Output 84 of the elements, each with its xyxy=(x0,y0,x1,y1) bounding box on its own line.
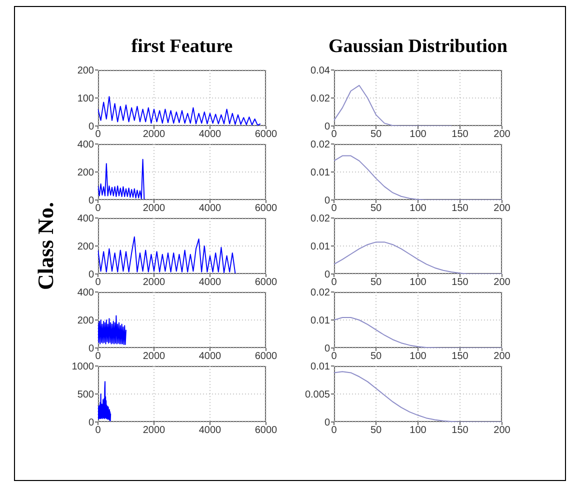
x-tick-label: 0 xyxy=(95,203,102,214)
y-tick-label: 0 xyxy=(88,196,94,207)
x-tick-label: 150 xyxy=(452,351,469,362)
y-tick-label: 0 xyxy=(324,122,330,133)
y-tick-label: 200 xyxy=(77,66,94,77)
y-tick-label: 200 xyxy=(77,316,94,327)
y-tick-label: 0 xyxy=(324,344,330,355)
x-tick-label: 200 xyxy=(494,203,511,214)
y-tick-label: 0.01 xyxy=(310,316,330,327)
x-tick-label: 200 xyxy=(494,277,511,288)
y-axis-title: Class No. xyxy=(33,202,59,290)
x-tick-label: 150 xyxy=(452,203,469,214)
x-tick-label: 0 xyxy=(331,351,338,362)
x-tick-label: 2000 xyxy=(142,351,166,362)
x-tick-label: 200 xyxy=(494,351,511,362)
x-tick-label: 2000 xyxy=(142,277,166,288)
y-tick-label: 0 xyxy=(88,344,94,355)
x-tick-label: 50 xyxy=(370,277,382,288)
line-series xyxy=(334,84,452,126)
x-tick-label: 0 xyxy=(95,351,102,362)
x-tick-label: 4000 xyxy=(198,425,222,436)
x-tick-label: 4000 xyxy=(198,129,222,140)
y-tick-label: 0.01 xyxy=(310,362,330,373)
line-series xyxy=(98,96,261,126)
x-tick-label: 0 xyxy=(331,203,338,214)
y-tick-label: 0.01 xyxy=(310,168,330,179)
y-tick-label: 0.005 xyxy=(304,390,330,401)
x-tick-label: 0 xyxy=(331,277,338,288)
x-tick-label: 100 xyxy=(410,277,427,288)
x-tick-label: 0 xyxy=(95,129,102,140)
y-tick-label: 0 xyxy=(88,122,94,133)
y-tick-label: 0 xyxy=(324,196,330,207)
y-tick-label: 400 xyxy=(77,288,94,299)
y-tick-label: 500 xyxy=(77,390,94,401)
x-tick-label: 4000 xyxy=(198,277,222,288)
y-tick-label: 0.01 xyxy=(310,242,330,253)
x-tick-label: 200 xyxy=(494,129,511,140)
x-tick-label: 50 xyxy=(370,425,382,436)
line-series xyxy=(98,315,126,345)
x-tick-label: 6000 xyxy=(254,277,278,288)
y-tick-label: 1000 xyxy=(72,362,94,373)
x-tick-label: 0 xyxy=(95,277,102,288)
x-tick-label: 50 xyxy=(370,129,382,140)
y-tick-label: 0.02 xyxy=(310,94,330,105)
x-tick-label: 4000 xyxy=(198,351,222,362)
x-tick-label: 0 xyxy=(331,129,338,140)
y-tick-label: 400 xyxy=(77,214,94,225)
x-tick-label: 2000 xyxy=(142,203,166,214)
x-tick-label: 100 xyxy=(410,351,427,362)
y-tick-label: 0.02 xyxy=(310,140,330,151)
x-tick-label: 150 xyxy=(452,129,469,140)
x-tick-label: 50 xyxy=(370,351,382,362)
x-tick-label: 2000 xyxy=(142,129,166,140)
chart-title: first Feature xyxy=(131,36,233,58)
line-series xyxy=(98,236,236,274)
x-tick-label: 150 xyxy=(452,425,469,436)
x-tick-label: 50 xyxy=(370,203,382,214)
y-tick-label: 0.02 xyxy=(310,214,330,225)
y-tick-label: 0 xyxy=(88,418,94,429)
y-tick-label: 0 xyxy=(324,270,330,281)
x-tick-label: 100 xyxy=(410,425,427,436)
y-tick-label: 0.02 xyxy=(310,288,330,299)
y-tick-label: 0 xyxy=(324,418,330,429)
x-tick-label: 2000 xyxy=(142,425,166,436)
y-tick-label: 400 xyxy=(77,140,94,151)
x-tick-label: 100 xyxy=(410,129,427,140)
line-series xyxy=(98,158,145,200)
x-tick-label: 150 xyxy=(452,277,469,288)
chart-title: Gaussian Distribution xyxy=(328,36,508,58)
y-tick-label: 200 xyxy=(77,168,94,179)
x-tick-label: 6000 xyxy=(254,203,278,214)
y-tick-label: 0 xyxy=(88,270,94,281)
x-tick-label: 200 xyxy=(494,425,511,436)
x-tick-label: 6000 xyxy=(254,351,278,362)
x-tick-label: 6000 xyxy=(254,129,278,140)
x-tick-label: 4000 xyxy=(198,203,222,214)
x-tick-label: 100 xyxy=(410,203,427,214)
x-tick-label: 0 xyxy=(331,425,338,436)
line-series xyxy=(98,381,112,422)
x-tick-label: 0 xyxy=(95,425,102,436)
y-tick-label: 100 xyxy=(77,94,94,105)
x-tick-label: 6000 xyxy=(254,425,278,436)
y-tick-label: 200 xyxy=(77,242,94,253)
y-tick-label: 0.04 xyxy=(310,66,330,77)
